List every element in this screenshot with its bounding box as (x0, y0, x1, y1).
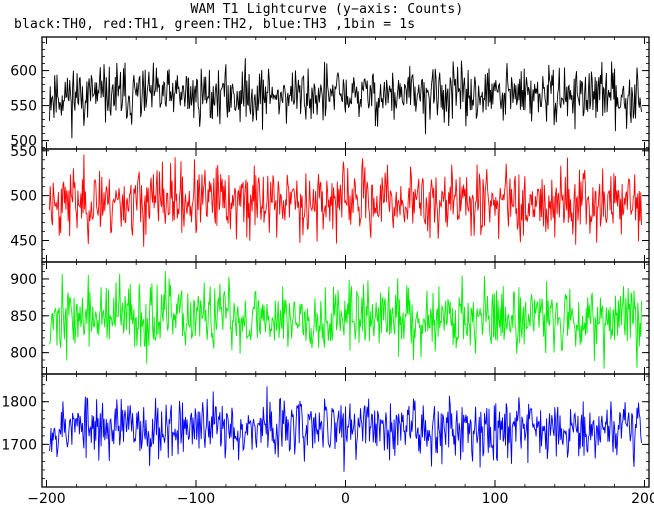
y-tick-label: 450 (10, 233, 37, 249)
x-tick-label: 100 (482, 491, 509, 505)
lightcurve-th2 (49, 270, 642, 369)
lightcurve-th3 (49, 386, 642, 472)
y-tick-label: 800 (10, 346, 37, 362)
x-tick-label: −100 (177, 491, 215, 505)
panel-th1: 450 500 550 (10, 144, 650, 263)
lightcurve-th1 (49, 154, 642, 247)
y-tick-label: 550 (10, 99, 37, 115)
panel-th0: 500 550 600 (10, 36, 650, 150)
lightcurve-th0 (49, 58, 642, 139)
y-tick-label: 1700 (1, 437, 37, 453)
y-tick-label: 500 (10, 189, 37, 205)
panel-frame (41, 148, 650, 263)
y-tick-label: 500 (10, 134, 37, 150)
x-tick-label: −200 (27, 491, 65, 505)
y-tick-label: 550 (10, 144, 37, 160)
x-tick-label: 0 (341, 491, 350, 505)
y-tick-label: 900 (10, 272, 37, 288)
panel-th3: 1700 1800 (1, 373, 650, 488)
x-tick-label: 200 (631, 491, 654, 505)
chart-title: WAM T1 Lightcurve (y−axis: Counts) (190, 2, 464, 17)
y-tick-label: 850 (10, 309, 37, 325)
y-tick-label: 600 (10, 64, 37, 80)
panel-th2: 800 850 900 (10, 261, 650, 375)
chart-subtitle: black:TH0, red:TH1, green:TH2, blue:TH3 … (14, 17, 416, 32)
y-tick-label: 1800 (1, 395, 37, 411)
